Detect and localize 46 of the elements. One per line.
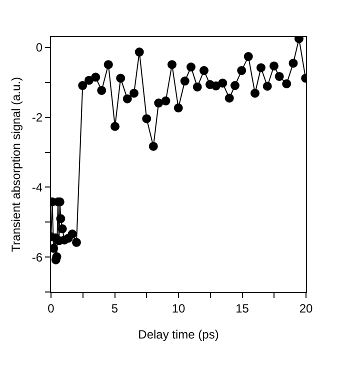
point <box>104 60 113 70</box>
point <box>134 48 144 57</box>
point <box>130 88 138 98</box>
point <box>168 60 176 70</box>
point <box>218 78 228 88</box>
x-tick-label: 0 <box>48 301 55 316</box>
point <box>142 114 152 124</box>
point <box>56 214 66 224</box>
point <box>274 72 284 81</box>
point <box>200 66 208 76</box>
y-axis-title: Transient absorption signal (a.u.) <box>9 77 24 252</box>
point <box>270 61 278 70</box>
point <box>186 62 196 72</box>
point <box>148 142 158 151</box>
x-tick-label: 10 <box>172 301 186 316</box>
point <box>180 76 190 86</box>
point <box>237 66 246 76</box>
point <box>282 79 292 88</box>
point <box>244 52 253 62</box>
y-tick-label: -4 <box>32 180 43 194</box>
point <box>58 224 67 234</box>
point <box>97 86 106 95</box>
x-tick-label: 20 <box>299 301 313 316</box>
point <box>256 63 266 72</box>
x-axis-title: Delay time (ps) <box>138 327 219 342</box>
point <box>91 72 100 82</box>
point <box>110 122 120 131</box>
point <box>174 103 183 112</box>
point <box>154 98 164 108</box>
y-tick-label: -2 <box>32 110 43 125</box>
point <box>250 88 260 98</box>
x-tick-label: 5 <box>111 301 118 316</box>
point <box>116 74 126 83</box>
point <box>224 94 234 103</box>
point <box>122 94 132 104</box>
point <box>78 81 88 90</box>
y-tick-label: -6 <box>32 250 43 264</box>
point <box>68 230 77 239</box>
point <box>288 58 298 68</box>
point <box>230 81 240 90</box>
point <box>72 238 81 247</box>
point <box>161 96 170 106</box>
point <box>192 82 202 92</box>
point <box>262 82 272 91</box>
y-tick-label: 0 <box>36 40 43 55</box>
x-tick-label: 15 <box>236 301 250 316</box>
